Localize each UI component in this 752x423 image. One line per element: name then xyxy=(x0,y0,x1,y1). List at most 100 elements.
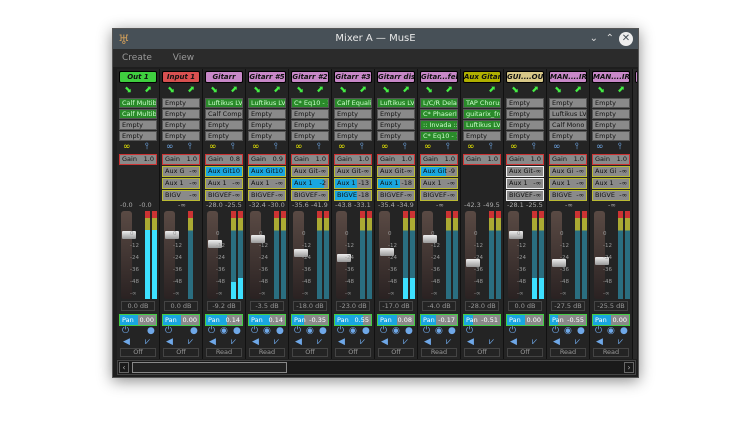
output-routing-icon[interactable]: ⬈ xyxy=(574,85,582,95)
volume-fader[interactable] xyxy=(422,211,437,299)
stereo-icon[interactable]: ∞ xyxy=(510,142,518,152)
aux-send-knob[interactable]: Aux 1 -∞ xyxy=(420,178,458,189)
fader-handle[interactable] xyxy=(466,259,480,267)
power-icon[interactable]: ⏻ xyxy=(509,326,517,336)
peak-readout[interactable]: -25.5 xyxy=(225,201,242,209)
strip-name-button[interactable]: Gitar...fekt xyxy=(420,71,458,83)
pan-knob[interactable]: Pan 0.14 xyxy=(205,314,243,326)
insert-slot[interactable]: C* Eq10 - 1 xyxy=(291,98,329,108)
automation-select[interactable]: Off xyxy=(507,348,543,357)
input-routing-icon[interactable]: ⬊ xyxy=(210,85,218,95)
automation-select[interactable]: Read xyxy=(249,348,285,357)
aux-send-knob[interactable]: BIGV -∞ xyxy=(162,190,200,201)
pre-fader-icon[interactable]: ⫯ xyxy=(575,142,579,152)
solo-icon[interactable]: ● xyxy=(577,326,585,336)
insert-slot[interactable]: Empty xyxy=(377,109,415,119)
pan-knob[interactable]: Pan -0.35 xyxy=(291,314,329,326)
fader-db-readout[interactable]: -9.2 dB xyxy=(207,301,241,311)
automation-select[interactable]: Off xyxy=(464,348,500,357)
pan-knob[interactable]: Pan 0.55 xyxy=(334,314,372,326)
gain-knob[interactable]: Gain 1.0 xyxy=(162,154,200,165)
stereo-icon[interactable]: ∞ xyxy=(123,142,131,152)
fader-handle[interactable] xyxy=(595,256,609,265)
gain-knob[interactable]: Gain 0.8 xyxy=(205,154,243,165)
stereo-icon[interactable]: ∞ xyxy=(424,142,432,152)
insert-slot[interactable]: Calf Multiba xyxy=(119,109,157,119)
aux-send-knob[interactable]: Aux Git 10 xyxy=(248,166,286,177)
volume-fader[interactable] xyxy=(508,211,523,299)
record-icon[interactable]: ◉ xyxy=(306,326,314,336)
solo-icon[interactable]: ● xyxy=(190,326,198,336)
aux-send-knob[interactable]: Aux 1 -∞ xyxy=(205,178,243,189)
pre-fader-icon[interactable]: ⫯ xyxy=(360,142,364,152)
input-routing-icon[interactable]: ⬊ xyxy=(124,85,132,95)
stereo-icon[interactable]: ∞ xyxy=(381,142,389,152)
insert-slot[interactable]: Empty xyxy=(119,131,157,141)
power-icon[interactable]: ⏻ xyxy=(337,326,345,336)
stereo-icon[interactable]: ∞ xyxy=(338,142,346,152)
fader-handle[interactable] xyxy=(251,234,265,243)
fader-handle[interactable] xyxy=(509,231,523,239)
pre-fader-icon[interactable]: ⫯ xyxy=(145,142,149,152)
mute-speaker-icon[interactable]: ◀ xyxy=(295,337,302,347)
strip-name-button[interactable]: Input 1 xyxy=(162,71,200,83)
scroll-right-icon[interactable]: › xyxy=(624,362,634,373)
peak-readout[interactable]: -25.5 xyxy=(526,201,543,209)
mute-speaker-icon[interactable]: ◀ xyxy=(381,337,388,347)
solo-icon[interactable]: ● xyxy=(405,326,413,336)
insert-slot[interactable]: Empty xyxy=(119,120,157,130)
fader-db-readout[interactable]: 0.0 dB xyxy=(508,301,542,311)
stereo-icon[interactable]: ∞ xyxy=(252,142,260,152)
peak-readout[interactable]: -43.8 xyxy=(335,201,352,209)
peak-readout[interactable]: -30.0 xyxy=(268,201,285,209)
automation-select[interactable]: Off xyxy=(378,348,414,357)
input-routing-icon[interactable]: ⬊ xyxy=(425,85,433,95)
peak-readout[interactable]: -35.6 xyxy=(292,201,309,209)
aux-send-knob[interactable]: BIGVEF -∞ xyxy=(291,190,329,201)
volume-fader[interactable] xyxy=(336,211,351,299)
volume-fader[interactable] xyxy=(250,211,265,299)
aux-send-knob[interactable]: Aux 1 -∞ xyxy=(592,178,630,189)
insert-slot[interactable]: Empty xyxy=(162,98,200,108)
peak-readout[interactable]: -∞ xyxy=(436,201,444,209)
insert-slot[interactable]: Empty xyxy=(162,120,200,130)
aux-send-knob[interactable]: Aux 1 -∞ xyxy=(549,178,587,189)
automation-select[interactable]: Off xyxy=(335,348,371,357)
output-routing-icon[interactable]: ⬈ xyxy=(187,85,195,95)
insert-slot[interactable]: :: Invada :: I xyxy=(420,120,458,130)
input-routing-icon[interactable]: ⬊ xyxy=(339,85,347,95)
insert-slot[interactable]: Empty xyxy=(205,120,243,130)
record-icon[interactable]: ◉ xyxy=(564,326,572,336)
strip-name-button[interactable]: Out 1 xyxy=(119,71,157,83)
strip-name-button[interactable] xyxy=(635,71,637,83)
peak-readout[interactable]: -41.9 xyxy=(311,201,328,209)
aux-send-knob[interactable]: Aux 1 -∞ xyxy=(248,178,286,189)
aux-send-knob[interactable]: Aux 1 -13 xyxy=(334,178,372,189)
record-icon[interactable]: ◉ xyxy=(435,326,443,336)
insert-slot[interactable]: C* Eq10 - 1 xyxy=(420,131,458,141)
power-icon[interactable]: ⏻ xyxy=(423,326,431,336)
insert-slot[interactable]: Calf Mono xyxy=(549,120,587,130)
strip-name-button[interactable]: Aux Gitarr xyxy=(463,71,501,83)
strip-name-button[interactable]: Gitarr #3 xyxy=(334,71,372,83)
strip-name-button[interactable]: Gitarr #5 xyxy=(248,71,286,83)
aux-send-knob[interactable]: BIGVEF -∞ xyxy=(377,190,415,201)
input-routing-icon[interactable]: ⬊ xyxy=(511,85,519,95)
maximize-icon[interactable]: ⌃ xyxy=(605,33,614,44)
peak-readout[interactable]: -49.5 xyxy=(483,201,500,209)
minimize-icon[interactable]: ⌄ xyxy=(589,33,598,44)
pan-knob[interactable]: Pan -0.55 xyxy=(549,314,587,326)
strip-name-button[interactable]: MAN....IR1 xyxy=(549,71,587,83)
output-routing-icon[interactable]: ⬈ xyxy=(316,85,324,95)
gain-knob[interactable]: Gain 1.0 xyxy=(420,154,458,165)
power-icon[interactable]: ⏻ xyxy=(380,326,388,336)
volume-fader[interactable] xyxy=(121,211,136,299)
insert-slot[interactable]: Luftikus LV2 xyxy=(463,120,501,130)
power-icon[interactable]: ⏻ xyxy=(466,326,474,336)
aux-send-knob[interactable]: Aux Gi -∞ xyxy=(592,166,630,177)
fader-db-readout[interactable]: -27.5 dB xyxy=(551,301,585,311)
insert-slot[interactable]: L/C/R Delay xyxy=(420,98,458,108)
peak-readout[interactable]: -33.1 xyxy=(354,201,371,209)
fader-db-readout[interactable]: -23.0 dB xyxy=(336,301,370,311)
record-icon[interactable]: ◉ xyxy=(607,326,615,336)
